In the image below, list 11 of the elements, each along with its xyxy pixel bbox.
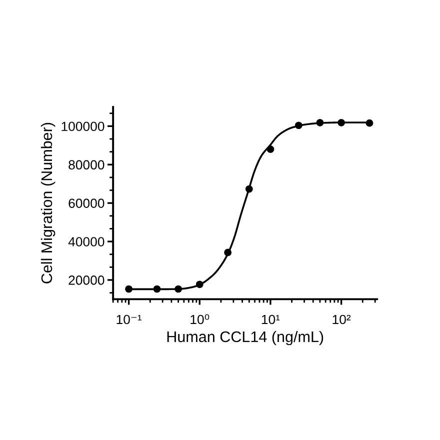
x-tick-label: 10² [332, 314, 351, 324]
x-axis-title: Human CCL14 (ng/mL) [167, 330, 324, 346]
y-tick-label: 80000 [68, 160, 104, 170]
x-tick-label: 10⁻¹ [116, 314, 142, 324]
y-axis-title: Cell Migration (Number) [40, 122, 56, 284]
y-tick-label: 20000 [68, 276, 104, 285]
y-tick-label: 60000 [68, 198, 104, 208]
y-tick-label: 100000 [62, 122, 104, 132]
x-tick-label: 10⁰ [190, 314, 210, 324]
x-tick-label: 10¹ [262, 314, 280, 324]
y-tick-label: 40000 [68, 237, 104, 246]
